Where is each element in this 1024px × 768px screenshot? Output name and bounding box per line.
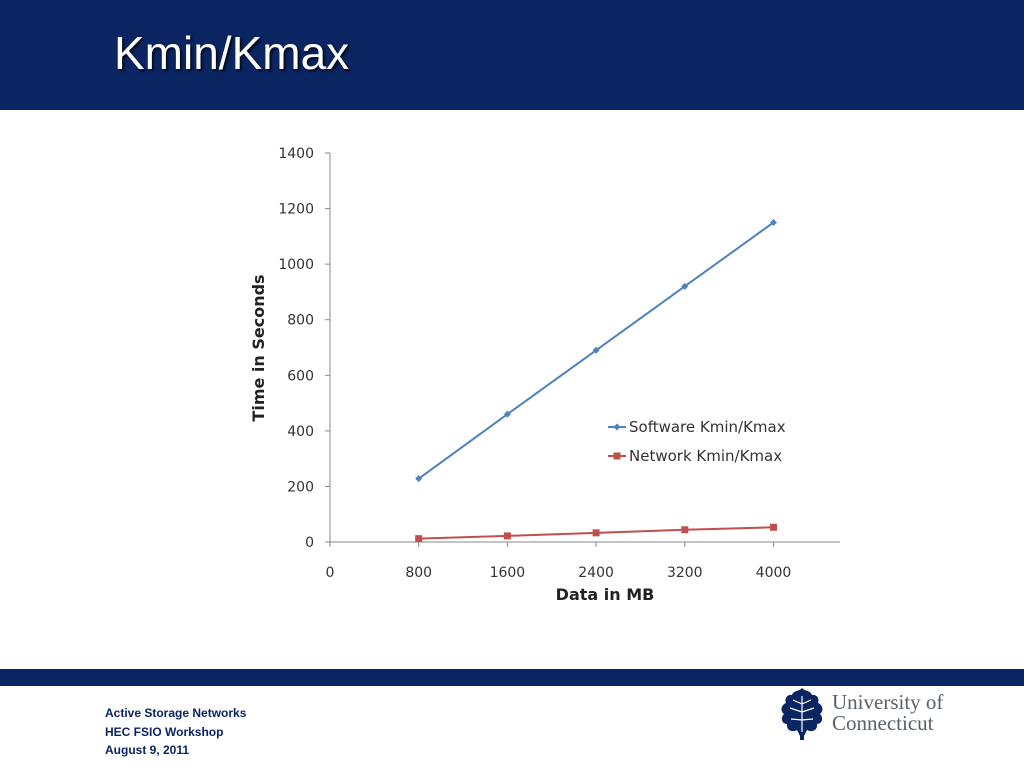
data-point [503, 410, 511, 418]
data-point [681, 526, 689, 534]
x-tick-label: 1600 [490, 565, 526, 581]
x-tick-label: 2400 [578, 565, 614, 581]
university-name: University of Connecticut [832, 692, 943, 734]
x-tick-label: 0 [326, 565, 335, 581]
slide-title: Kmin/Kmax [114, 27, 350, 79]
legend-item: Network Kmin/Kmax [608, 447, 782, 465]
y-tick-label: 0 [305, 535, 314, 551]
x-tick-label: 3200 [667, 565, 703, 581]
chart-legend: Software Kmin/Kmax Network Kmin/Kmax [608, 418, 786, 465]
footer-date: August 9, 2011 [105, 743, 190, 757]
legend-label: Software Kmin/Kmax [629, 418, 786, 436]
x-axis-label: Data in MB [556, 585, 655, 604]
data-point [769, 218, 777, 226]
footer-workshop-name: HEC FSIO Workshop [105, 724, 224, 739]
data-point [592, 529, 600, 537]
y-axis-label: Time in Seconds [249, 274, 268, 421]
footer-bar [0, 669, 1024, 686]
data-point [415, 475, 423, 483]
legend-label: Network Kmin/Kmax [629, 447, 782, 465]
y-tick-label: 800 [287, 313, 314, 329]
y-tick-label: 600 [287, 368, 314, 384]
x-tick-label: 4000 [756, 565, 792, 581]
data-point [769, 523, 777, 531]
series-layer [415, 218, 777, 543]
chart-axes: 0 200 400 600 800 1000 1200 1400 0 800 1600 2400 320… [278, 146, 840, 581]
y-tick-label: 1400 [278, 146, 314, 162]
university-name-line1: University of [832, 690, 944, 714]
y-tick-label: 200 [287, 479, 314, 495]
data-point [503, 532, 511, 540]
legend-item: Software Kmin/Kmax [608, 418, 786, 436]
legend-swatch-marker [613, 423, 621, 431]
data-point [592, 346, 600, 354]
oak-leaf-icon [781, 688, 823, 740]
data-point [681, 282, 689, 290]
series-1 [415, 218, 777, 483]
data-point [415, 535, 423, 543]
header-bar: Kmin/Kmax [0, 0, 1024, 110]
series-2 [415, 523, 777, 543]
y-tick-label: 1200 [278, 202, 314, 218]
footer-info: Active Storage Networks HEC FSIO Worksho… [105, 704, 246, 760]
x-tick-label: 800 [405, 565, 432, 581]
y-tick-label: 400 [287, 424, 314, 440]
line-chart: 0 200 400 600 800 1000 1200 1400 0 800 1600 2400 320… [249, 146, 840, 604]
university-name-line2: Connecticut [832, 711, 934, 735]
y-tick-label: 1000 [278, 257, 314, 273]
footer-event-name: Active Storage Networks [105, 706, 247, 720]
legend-swatch-marker [613, 452, 621, 460]
university-logo: University of Connecticut [776, 686, 956, 742]
